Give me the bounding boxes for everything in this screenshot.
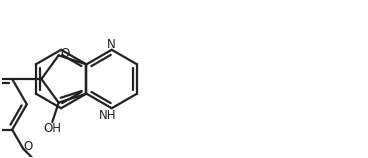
Text: NH: NH	[99, 109, 117, 122]
Text: N: N	[107, 38, 116, 51]
Text: OH: OH	[43, 122, 61, 135]
Text: O: O	[24, 140, 33, 153]
Text: O: O	[60, 47, 69, 60]
